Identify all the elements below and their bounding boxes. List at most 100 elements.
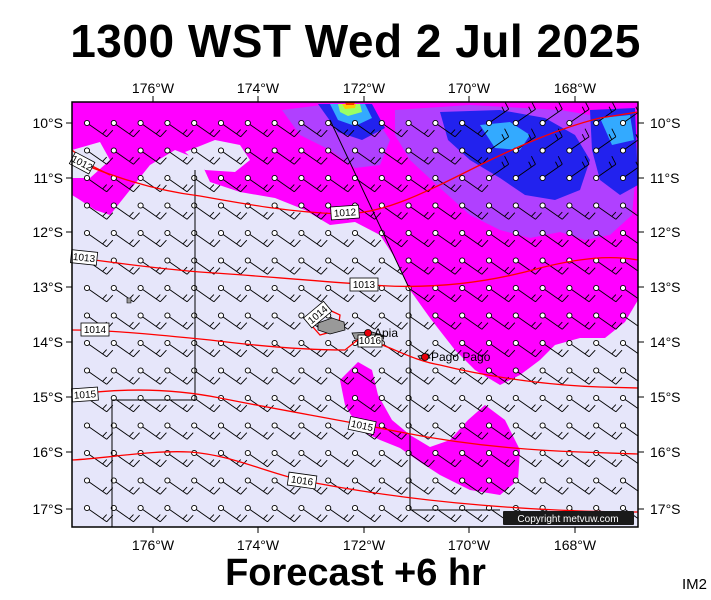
wind-barb [619, 422, 638, 437]
wind-barb [325, 174, 355, 193]
wind-barb [244, 257, 274, 275]
wind-barb [485, 102, 510, 127]
wind-barb [485, 155, 510, 182]
wind-barb [137, 147, 167, 165]
lat-label-right: 14°S [650, 334, 681, 350]
wind-barb [164, 367, 194, 385]
wind-barb [432, 422, 462, 440]
wind-barb [325, 422, 355, 440]
lat-label-right: 10°S [650, 115, 681, 131]
place-marker [364, 329, 372, 337]
wind-barb [432, 202, 462, 220]
wind-barb [459, 257, 489, 275]
wind-barb [485, 202, 516, 220]
wind-barb [325, 367, 355, 385]
wind-barb [405, 394, 435, 413]
wind-barb [83, 504, 114, 523]
wind-barb [539, 394, 569, 413]
wind-barb [593, 312, 623, 330]
wind-barb [164, 477, 194, 495]
wind-barb [271, 257, 301, 275]
wind-barb [83, 174, 114, 193]
wind-barb [485, 128, 510, 154]
wind-barb [244, 174, 274, 193]
map-frame [71, 101, 639, 528]
place-label: Pago Pago [431, 350, 491, 364]
island-swains [126, 297, 132, 304]
lon-label-top: 174°W [237, 80, 280, 96]
svg-text:1012: 1012 [334, 207, 357, 220]
wind-barb [459, 394, 489, 413]
wind-barb [485, 422, 516, 440]
wind-barb [432, 174, 462, 193]
lon-label-bottom: 174°W [237, 537, 280, 553]
wind-barb [378, 504, 408, 523]
wind-barb [271, 174, 301, 193]
wind-barb [164, 312, 194, 330]
isobar-label: 1013 [349, 277, 379, 292]
wind-barb [566, 394, 596, 413]
lat-label-left: 11°S [34, 170, 63, 186]
isobar-1014 [72, 329, 638, 389]
wind-barb [325, 504, 355, 523]
wind-barb [137, 119, 167, 138]
wind-barb [110, 202, 140, 220]
wind-barb [271, 449, 301, 468]
lat-label-right: 17°S [650, 501, 681, 517]
wind-barb [244, 119, 274, 138]
wind-barb [512, 422, 542, 440]
wind-barb [512, 128, 536, 154]
wind-barb [432, 339, 462, 358]
wind-barb [83, 202, 114, 220]
wind-barb [619, 394, 638, 410]
wind-barb [405, 174, 435, 193]
wind-barb [244, 477, 274, 495]
wind-barb [298, 119, 328, 138]
wind-barb [405, 257, 435, 275]
lat-label-left: 17°S [32, 501, 63, 517]
wind-barb [405, 147, 435, 165]
wind-barb [137, 477, 167, 495]
wind-barb [485, 257, 516, 275]
wind-barb [191, 504, 221, 523]
wind-barb [244, 504, 274, 523]
isobar-label: 1014 [80, 322, 110, 337]
wind-barb [378, 477, 408, 495]
wind-barb [459, 119, 489, 138]
wind-barb [539, 477, 569, 495]
wind-barb [566, 477, 596, 495]
wind-barb [325, 119, 355, 138]
wind-barb [539, 155, 563, 182]
lat-label-right: 13°S [650, 279, 681, 295]
wind-barb [83, 367, 114, 385]
wind-barb [459, 449, 489, 468]
wind-barb [137, 504, 167, 523]
wind-barb [351, 229, 382, 248]
lon-label-bottom: 170°W [448, 537, 491, 553]
wind-barb [593, 394, 623, 413]
wind-barb [378, 312, 408, 330]
wind-barb [271, 504, 301, 523]
wind-barb [137, 367, 167, 385]
wind-barb [325, 449, 355, 468]
wind-barb [298, 367, 328, 385]
wind-barb [271, 202, 301, 220]
wind-barb [593, 339, 623, 358]
wind-barb [432, 367, 462, 385]
lon-label-top: 170°W [448, 80, 491, 96]
lon-label-top: 172°W [343, 80, 386, 96]
wind-barb [298, 229, 328, 248]
wind-barb [325, 394, 355, 413]
lon-label-bottom: 176°W [132, 537, 175, 553]
wind-barb [217, 367, 248, 385]
wind-barb [432, 394, 462, 413]
map-code: IM2 [682, 576, 708, 593]
lat-label-left: 13°S [32, 279, 63, 295]
wind-barb [593, 367, 623, 385]
wind-barb [485, 229, 516, 248]
wind-barb [271, 422, 301, 440]
wind-barb [566, 449, 596, 468]
wind-barb [432, 312, 462, 330]
wind-barb [593, 257, 623, 275]
island-savaii [317, 317, 346, 335]
